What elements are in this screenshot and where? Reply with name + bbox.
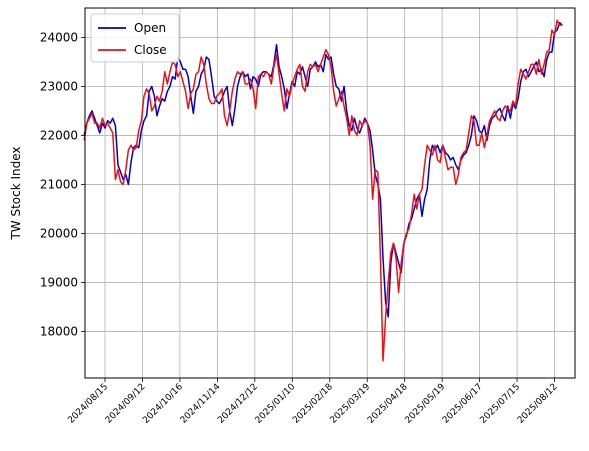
series-line-close [83, 19, 563, 362]
y-tick-label: 19000 [40, 275, 78, 289]
y-axis-title: TW Stock Index [9, 146, 23, 240]
y-tick-label: 20000 [40, 226, 78, 240]
y-tick-label: 23000 [40, 79, 78, 93]
x-axis-ticks: 2024/08/152024/09/122024/10/162024/11/14… [66, 378, 560, 426]
y-tick-label: 24000 [40, 30, 78, 44]
legend: Open Close [90, 13, 180, 63]
series-lines [83, 19, 563, 362]
series-line-open [83, 21, 563, 318]
y-axis-ticks: 18000 19000 20000 21000 22000 23000 24000 [40, 30, 85, 338]
grid-lines [85, 8, 575, 378]
y-tick-label: 21000 [40, 177, 78, 191]
legend-label-close: Close [134, 43, 167, 57]
legend-label-open: Open [134, 21, 166, 35]
x-tick-label: 2025/08/12 [516, 382, 560, 426]
y-tick-label: 22000 [40, 128, 78, 142]
y-tick-label: 18000 [40, 324, 78, 338]
